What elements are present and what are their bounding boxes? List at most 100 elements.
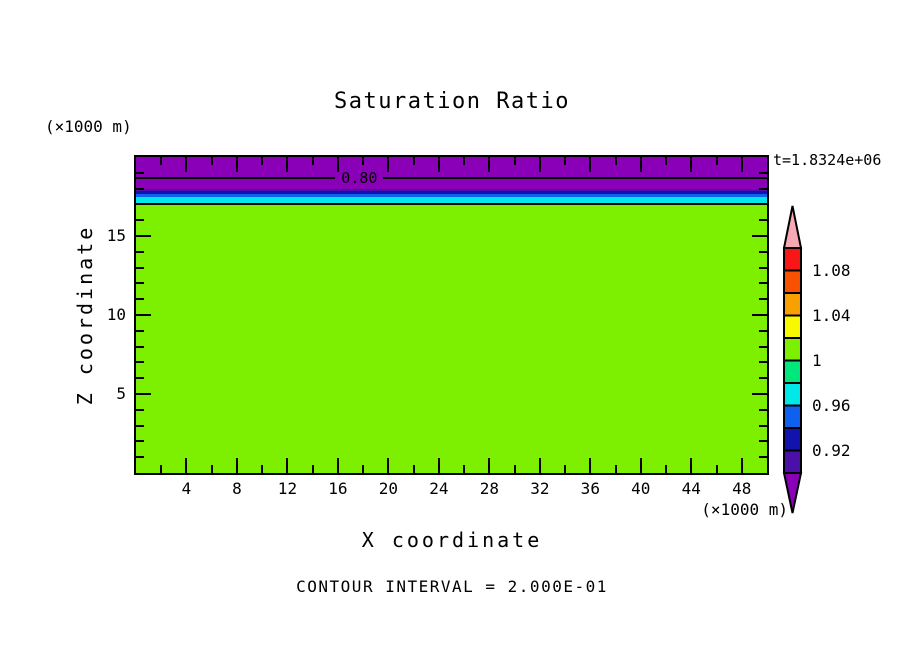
y-axis-title: Z coordinate	[73, 224, 97, 406]
y-tick-right	[759, 219, 767, 222]
x-tick-bottom	[463, 465, 466, 473]
x-tick-bottom	[740, 458, 743, 473]
colorbar-arrow-top	[782, 205, 803, 249]
y-tick-left	[136, 329, 144, 332]
colorbar-label: 0.92	[812, 440, 851, 460]
chart-title: Saturation Ratio	[334, 89, 570, 114]
x-tick-bottom	[614, 465, 617, 473]
y-tick-right	[752, 235, 767, 237]
x-tick-label: 8	[232, 479, 242, 498]
contour-line	[136, 177, 767, 179]
x-tick-bottom	[336, 458, 339, 473]
y-tick-left	[136, 235, 151, 237]
x-tick-bottom	[564, 465, 567, 473]
x-tick-bottom	[387, 458, 390, 473]
x-tick-bottom	[261, 465, 264, 473]
x-tick-top	[160, 157, 163, 165]
y-tick-right	[759, 171, 767, 174]
colorbar-segment	[783, 404, 802, 429]
y-tick-right	[759, 361, 767, 364]
y-tick-left	[136, 361, 144, 364]
x-tick-top	[614, 157, 617, 165]
x-tick-bottom	[488, 458, 491, 473]
x-tick-top	[715, 157, 718, 165]
y-tick-left	[136, 456, 144, 459]
y-tick-left	[136, 171, 144, 174]
x-tick-top	[437, 157, 440, 172]
x-tick-label: 4	[181, 479, 192, 498]
y-tick-right	[759, 250, 767, 253]
y-tick-label: 15	[106, 226, 126, 245]
colorbar-segment	[783, 382, 802, 407]
x-tick-top	[261, 157, 264, 165]
colorbar-segment	[783, 269, 802, 294]
x-tick-top	[589, 157, 592, 172]
x-tick-top	[210, 157, 213, 165]
y-tick-right	[759, 345, 767, 348]
y-tick-left	[136, 282, 144, 285]
contour-band	[136, 194, 767, 197]
colorbar-segment	[783, 292, 802, 317]
y-tick-right	[752, 393, 767, 395]
contour-interval-label: CONTOUR INTERVAL = 2.000E-01	[296, 577, 608, 596]
x-tick-bottom	[210, 465, 213, 473]
x-axis-units-label: (×1000 m)	[701, 500, 788, 519]
contour-band	[136, 196, 767, 204]
y-tick-left	[136, 187, 144, 190]
y-tick-right	[759, 408, 767, 411]
y-tick-right	[752, 314, 767, 316]
x-tick-bottom	[715, 465, 718, 473]
y-tick-label: 10	[106, 305, 126, 324]
contour-line	[136, 202, 767, 205]
y-tick-label: 5	[116, 384, 126, 403]
x-tick-bottom	[412, 465, 415, 473]
x-tick-top	[185, 157, 188, 172]
plot-area: 0.80	[134, 155, 769, 475]
y-tick-right	[759, 440, 767, 443]
x-tick-bottom	[690, 458, 693, 473]
x-tick-bottom	[160, 465, 163, 473]
x-axis-title: X coordinate	[361, 528, 543, 552]
x-tick-bottom	[589, 458, 592, 473]
colorbar-segment	[783, 314, 802, 339]
x-tick-top	[235, 157, 238, 172]
colorbar-arrow-bottom	[782, 472, 803, 514]
x-tick-top	[488, 157, 491, 172]
y-tick-right	[759, 187, 767, 190]
contour-band	[136, 157, 767, 189]
y-tick-left	[136, 298, 144, 301]
y-tick-left	[136, 219, 144, 222]
y-tick-left	[136, 424, 144, 427]
y-tick-right	[759, 282, 767, 285]
y-tick-right	[759, 424, 767, 427]
x-tick-label: 48	[732, 479, 752, 498]
x-tick-bottom	[665, 465, 668, 473]
colorbar-label: 1.08	[812, 260, 851, 280]
y-tick-left	[136, 203, 144, 206]
x-tick-bottom	[311, 465, 314, 473]
x-tick-label: 12	[277, 479, 298, 498]
x-tick-label: 40	[631, 479, 651, 498]
colorbar-segment	[783, 337, 802, 362]
x-tick-top	[362, 157, 365, 165]
x-tick-top	[387, 157, 390, 172]
x-tick-top	[665, 157, 668, 165]
y-tick-left	[136, 377, 144, 380]
y-tick-right	[759, 456, 767, 459]
x-tick-top	[740, 157, 743, 172]
x-tick-bottom	[437, 458, 440, 473]
contour-band	[136, 188, 767, 192]
x-tick-top	[513, 157, 516, 165]
y-tick-right	[759, 377, 767, 380]
time-annotation: t=1.8324e+06	[773, 151, 882, 169]
x-tick-label: 44	[681, 479, 701, 498]
x-tick-bottom	[639, 458, 642, 473]
y-tick-right	[759, 298, 767, 301]
x-tick-top	[412, 157, 415, 165]
y-axis-units-label: (×1000 m)	[45, 117, 132, 136]
x-tick-label: 28	[479, 479, 499, 498]
y-tick-right	[759, 329, 767, 332]
contour-band	[136, 191, 767, 195]
x-tick-top	[564, 157, 567, 165]
x-tick-label: 16	[328, 479, 348, 498]
